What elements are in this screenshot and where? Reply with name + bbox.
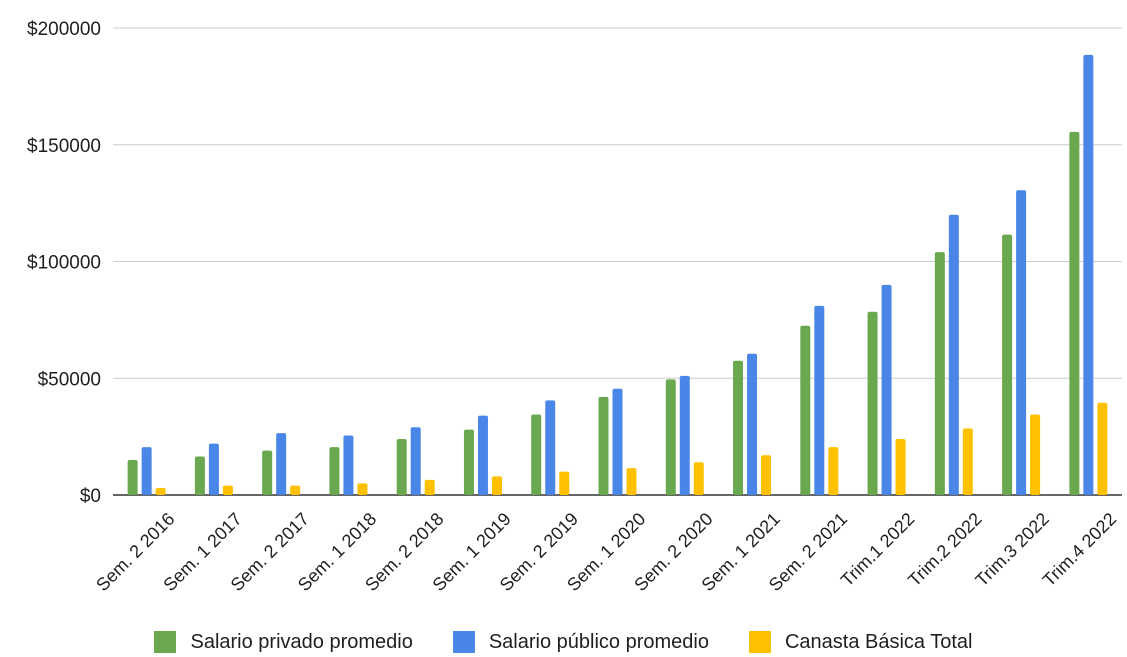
bar-publico [948, 214, 959, 496]
bar-privado [934, 252, 945, 495]
bar-privado [262, 450, 273, 495]
bar-canasta [693, 462, 704, 495]
bar-privado [598, 396, 609, 495]
bar-canasta [559, 471, 570, 495]
bar-publico [208, 443, 219, 495]
bar-canasta [222, 485, 233, 495]
bar-privado [127, 459, 138, 495]
bar-privado [463, 429, 474, 495]
legend: Salario privado promedio Salario público… [0, 627, 1127, 657]
bar-privado [531, 414, 542, 495]
bar-publico [343, 435, 354, 495]
bar-publico [545, 400, 556, 495]
bar-publico [141, 447, 152, 495]
bar-publico [679, 375, 690, 495]
bar-canasta [1097, 402, 1108, 495]
legend-swatch-canasta [748, 631, 771, 653]
bar-canasta [357, 483, 368, 495]
bar-privado [733, 360, 744, 495]
legend-label-canasta: Canasta Básica Total [784, 630, 973, 653]
bars [127, 54, 1108, 496]
bar-publico [1083, 54, 1094, 495]
bar-canasta [155, 487, 166, 495]
legend-label-publico: Salario público promedio [488, 630, 709, 653]
bar-publico [276, 433, 287, 495]
bar-canasta [1030, 414, 1041, 495]
bar-canasta [761, 455, 772, 495]
bar-canasta [962, 428, 973, 495]
bar-canasta [491, 476, 502, 495]
legend-item-canasta: Canasta Básica Total [748, 630, 973, 654]
legend-item-privado: Salario privado promedio [154, 630, 413, 654]
bar-privado [396, 438, 407, 495]
y-axis-tick-labels: $0 $50000 $100000 $150000 $200000 [27, 19, 101, 507]
y-tick-label: $200000 [27, 19, 101, 40]
bar-canasta [895, 438, 906, 495]
bar-canasta [290, 485, 301, 495]
bar-publico [814, 305, 825, 495]
bar-canasta [828, 447, 839, 495]
y-tick-label: $100000 [27, 253, 101, 274]
bar-publico [410, 427, 421, 495]
y-tick-label: $50000 [38, 369, 101, 390]
bar-chart: $0 $50000 $100000 $150000 $200000 Sem. 2 201… [27, 19, 1122, 595]
y-tick-label: $0 [80, 486, 101, 507]
y-tick-label: $150000 [27, 136, 101, 157]
legend-label-privado: Salario privado promedio [190, 630, 413, 653]
bar-publico [477, 415, 488, 495]
legend-swatch-publico [452, 631, 475, 653]
bar-privado [194, 456, 205, 495]
bar-privado [329, 447, 340, 495]
bar-privado [1002, 234, 1013, 495]
bar-publico [612, 388, 623, 495]
legend-swatch-privado [154, 631, 177, 653]
legend-item-publico: Salario público promedio [452, 630, 709, 654]
bar-canasta [424, 479, 435, 495]
bar-canasta [626, 468, 637, 495]
bar-privado [665, 379, 676, 495]
bar-privado [1069, 131, 1080, 495]
bar-publico [881, 284, 892, 495]
bar-publico [747, 353, 758, 495]
bar-privado [867, 311, 878, 495]
bar-publico [1016, 190, 1027, 495]
bar-privado [800, 325, 811, 495]
